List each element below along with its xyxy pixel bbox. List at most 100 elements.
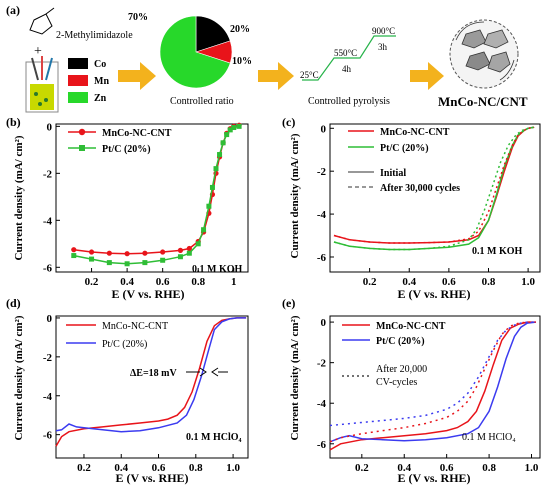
chart-e-legend-label-0: MnCo-NC-CNT [376, 321, 446, 332]
chart-b-series-1-point [220, 140, 226, 146]
chart-b-ytick-label: -2 [43, 168, 53, 180]
chart-b-series-1-point [227, 127, 233, 133]
pie-label-mn: 10% [232, 56, 252, 67]
chart-b-series-1-point [213, 166, 219, 172]
chart-b-xtick-label: 0.6 [156, 276, 170, 288]
chart-d-xtick-label: 0.8 [189, 462, 203, 474]
catalyst-particles-icon [449, 19, 519, 89]
legend-label-co: Co [94, 59, 106, 70]
chart-d-xtick-label: 0.2 [77, 462, 91, 474]
chart-d-ytick-label: -2 [43, 352, 53, 364]
chart-b-legend-label-1: Pt/C (20%) [102, 144, 151, 155]
chart-b-series-1-point [195, 241, 201, 247]
legend-swatch-mn [68, 75, 88, 86]
chart-d: 0.2 0.4 0.6 0.8 1.0 0 -2 -4 -6 Current density (… [13, 313, 249, 485]
chart-b-series-0-point [142, 250, 148, 256]
composition-pie [159, 15, 233, 89]
delta-arrow-left-icon [186, 367, 207, 377]
chart-b-legend: MnCo-NC-CNT Pt/C (20%) [68, 128, 172, 155]
chart-c-ytick-label: -4 [317, 209, 327, 221]
panel-label-b: (b) [6, 115, 21, 129]
chart-e-series-1-line [329, 321, 536, 443]
chart-e-xtick-label: 0.6 [440, 462, 454, 474]
legend-swatch-zn [68, 92, 88, 103]
chart-d-ytick-label: 0 [47, 313, 53, 325]
chart-b-series-1-point [106, 260, 112, 266]
chart-b: 0.2 0.4 0.6 0.8 1 0 -2 -4 -6 Current density (mA… [13, 121, 249, 301]
chart-d-plot: 0.2 0.4 0.6 0.8 1.0 0 -2 -4 -6 [43, 313, 249, 474]
chart-b-annotation: 0.1 M KOH [192, 264, 242, 275]
chart-c-annotation: 0.1 M KOH [472, 246, 522, 257]
plus-sign: + [34, 44, 42, 59]
chart-d-series-1-line [55, 317, 247, 433]
pie-slice-zn [159, 15, 231, 89]
chart-b-xlabel: E (V vs. RHE) [111, 287, 184, 301]
legend-swatch-co [68, 58, 88, 69]
pie-label-zn: 70% [128, 12, 148, 23]
chart-b-xtick-label: 1 [231, 276, 237, 288]
metal-legend: Co Mn Zn [68, 58, 109, 104]
chart-e-series-0-line [329, 321, 536, 451]
legend-label-zn: Zn [94, 93, 107, 104]
panel-label-e: (e) [282, 296, 295, 310]
chart-c-series-2-line [333, 126, 535, 244]
chart-b-series-1-point [124, 261, 130, 267]
chart-d-ylabel: Current density (mA/ cm²) [13, 315, 25, 440]
chart-b-series-1-point [71, 253, 77, 259]
chart-d-series-0-line [55, 317, 247, 447]
chart-b-plot: 0.2 0.4 0.6 0.8 1 0 -2 -4 -6 [43, 121, 249, 288]
scheme-panel: (a) 2-Methylimidazole + Co Mn Zn [6, 3, 528, 113]
temp-550: 550°C [334, 48, 357, 58]
arrow-2-icon [258, 62, 294, 90]
chart-b-frame [55, 123, 249, 273]
chart-c-ytick-label: -6 [317, 252, 327, 264]
chart-e-xtick-label: 1.0 [525, 462, 539, 474]
chart-c-xlabel: E (V vs. RHE) [397, 287, 470, 301]
chart-c-ytick-label: -2 [317, 166, 327, 178]
pie-caption: Controlled ratio [170, 96, 234, 107]
delta-arrow-right-icon [211, 367, 228, 377]
chart-e: 0.2 0.4 0.6 0.8 1.0 0 -2 -4 -6 Current density (… [289, 315, 541, 485]
chart-b-series-0-point [160, 249, 166, 255]
hold-4h: 4h [342, 64, 352, 74]
chart-b-series-0-point [106, 250, 112, 256]
chart-e-xtick-label: 0.8 [482, 462, 496, 474]
panel-label-d: (d) [6, 296, 21, 310]
chart-c: 0.2 0.4 0.6 0.8 1.0 0 -2 -4 -6 Current density (… [289, 123, 541, 301]
chart-e-xtick-label: 0.2 [355, 462, 369, 474]
chart-d-legend: MnCo-NC-CNT Pt/C (20%) [66, 321, 168, 350]
chart-e-ytick-label: -6 [317, 439, 327, 451]
chart-b-series-1-point [217, 152, 223, 158]
chart-b-series-0-point [186, 245, 192, 252]
chart-b-series-1-point [89, 256, 95, 262]
arrow-3-icon [410, 62, 444, 90]
chart-e-annotation: 0.1 M HClO₄ [462, 432, 516, 443]
product-label: MnCo-NC/CNT [438, 94, 528, 109]
chart-d-xtick-label: 0.4 [114, 462, 128, 474]
chart-e-legend: MnCo-NC-CNT Pt/C (20%) After 20,000 CV-c… [342, 321, 446, 388]
chart-d-xlabel: E (V vs. RHE) [115, 471, 188, 485]
chart-d-legend-label-0: MnCo-NC-CNT [102, 321, 168, 332]
chart-c-ylabel: Current density (mA/ cm²) [289, 133, 301, 258]
chart-e-ytick-label: -4 [317, 398, 327, 410]
chart-b-ylabel: Current density (mA/ cm²) [13, 135, 25, 260]
chart-d-legend-label-1: Pt/C (20%) [102, 339, 147, 350]
chart-c-legend-label-3: After 30,000 cycles [380, 183, 460, 194]
pie-label-co: 20% [230, 24, 250, 35]
pie-slice-co [195, 15, 231, 53]
temp-900: 900°C [372, 26, 395, 36]
chart-e-ytick-label: 0 [321, 317, 327, 329]
chart-c-series-3-line [333, 126, 535, 251]
pyrolysis-program [302, 35, 396, 81]
chart-e-xlabel: E (V vs. RHE) [397, 471, 470, 485]
chart-e-legend-label-2: After 20,000 [376, 364, 427, 375]
chart-c-xtick-label: 0.6 [442, 276, 456, 288]
chart-b-series-0-point [177, 247, 184, 253]
chart-c-legend-label-0: MnCo-NC-CNT [380, 127, 450, 138]
chart-b-series-1-point [224, 132, 230, 138]
chart-b-series-1-point [209, 184, 215, 190]
chart-b-series-1-point [142, 260, 148, 266]
chart-e-plot: 0.2 0.4 0.6 0.8 1.0 0 -2 -4 -6 [317, 315, 541, 474]
chart-b-series-1-point [206, 203, 212, 209]
reagent-label: 2-Methylimidazole [56, 30, 133, 41]
